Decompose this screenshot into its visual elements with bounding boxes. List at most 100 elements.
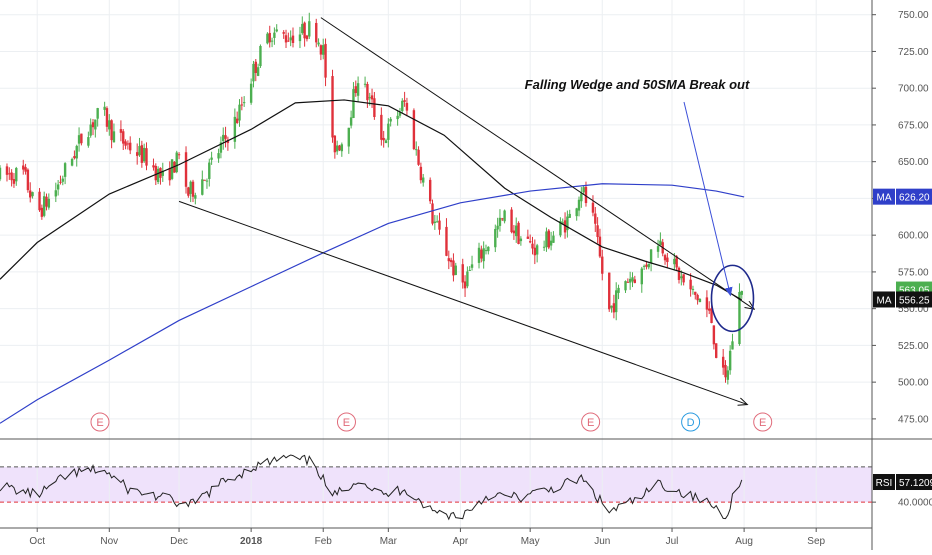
candle bbox=[42, 191, 46, 218]
candle-body bbox=[656, 246, 660, 252]
candle bbox=[222, 127, 225, 150]
candle-body bbox=[608, 272, 611, 310]
candle-body bbox=[189, 181, 192, 194]
candle-body bbox=[682, 274, 685, 283]
candle-body bbox=[235, 118, 239, 123]
rsi-badge-tag-label: RSI bbox=[876, 478, 893, 489]
candle-body bbox=[696, 294, 699, 301]
candle bbox=[387, 118, 390, 148]
candle-body bbox=[87, 137, 90, 146]
price-tick-label: 600.00 bbox=[898, 231, 929, 242]
candle-body bbox=[305, 35, 309, 40]
time-tick-label: May bbox=[521, 536, 540, 547]
candle-body bbox=[533, 247, 537, 256]
candle-body bbox=[552, 235, 555, 243]
candle-body bbox=[324, 43, 327, 78]
candle-body bbox=[663, 255, 667, 261]
candle-body bbox=[273, 32, 276, 38]
candle bbox=[319, 44, 323, 61]
candle-body bbox=[577, 199, 581, 211]
candle bbox=[15, 166, 18, 186]
candle-body bbox=[477, 247, 481, 263]
candle-body bbox=[438, 220, 441, 230]
candle-body bbox=[454, 265, 457, 275]
candle-body bbox=[201, 179, 204, 195]
candle bbox=[205, 178, 209, 189]
candle-body bbox=[447, 258, 450, 262]
candle-body bbox=[154, 165, 157, 181]
candle-body bbox=[129, 142, 132, 151]
candle-body bbox=[389, 118, 392, 122]
annotation-pointer bbox=[683, 101, 733, 297]
candle-body bbox=[373, 98, 376, 118]
candle bbox=[682, 274, 685, 286]
rsi-badge-value-box bbox=[896, 474, 932, 491]
candle-body bbox=[675, 256, 678, 268]
candle-body bbox=[322, 45, 325, 55]
candle bbox=[598, 228, 602, 259]
candle-body bbox=[240, 104, 244, 106]
candle bbox=[40, 204, 44, 220]
candle bbox=[122, 129, 125, 151]
candle-body bbox=[291, 35, 295, 43]
candle bbox=[510, 207, 513, 234]
candle bbox=[412, 108, 416, 151]
candle-body bbox=[210, 157, 213, 160]
candle bbox=[105, 106, 109, 132]
event-marker-circle bbox=[681, 412, 701, 432]
candle-body bbox=[242, 102, 246, 104]
candle-body bbox=[73, 156, 76, 159]
candle bbox=[177, 152, 181, 160]
candle bbox=[615, 282, 618, 321]
candle bbox=[208, 158, 211, 187]
candle-body bbox=[26, 169, 30, 191]
candle-body bbox=[47, 198, 51, 208]
candle-body bbox=[721, 356, 725, 368]
candle-body bbox=[140, 145, 144, 163]
candle bbox=[91, 118, 95, 136]
candle-body bbox=[526, 236, 530, 239]
candle bbox=[238, 99, 241, 127]
candle bbox=[135, 143, 139, 165]
candle-body bbox=[91, 122, 95, 128]
candle bbox=[38, 188, 41, 212]
candle-body bbox=[647, 263, 650, 268]
candle bbox=[194, 192, 197, 205]
candle bbox=[601, 249, 604, 281]
candle-body bbox=[433, 221, 437, 224]
candle-body bbox=[70, 158, 74, 166]
candle bbox=[580, 187, 583, 208]
candle-body bbox=[559, 221, 562, 236]
candle bbox=[201, 170, 204, 196]
candle bbox=[291, 27, 295, 48]
candle-body bbox=[105, 108, 109, 127]
candle bbox=[640, 266, 643, 293]
candle-body bbox=[740, 290, 743, 295]
candle bbox=[103, 101, 106, 116]
candle bbox=[647, 263, 650, 270]
candle bbox=[289, 30, 292, 47]
candle-body bbox=[435, 221, 439, 223]
candle-body bbox=[547, 230, 550, 248]
candle-body bbox=[417, 149, 420, 165]
candle-body bbox=[452, 260, 455, 276]
candle-body bbox=[184, 152, 188, 187]
candle-body bbox=[422, 177, 425, 183]
candle-body bbox=[535, 245, 539, 255]
price-tick-label: 675.00 bbox=[898, 120, 929, 131]
candle bbox=[480, 245, 483, 263]
candle bbox=[242, 96, 246, 107]
candle bbox=[94, 119, 97, 138]
candle-body bbox=[617, 287, 620, 293]
candle bbox=[356, 76, 360, 103]
time-tick-label: Mar bbox=[380, 536, 398, 547]
candle bbox=[447, 250, 450, 270]
candle-body bbox=[680, 276, 683, 279]
candle-body bbox=[582, 187, 585, 193]
candle bbox=[224, 126, 227, 148]
ma50-badge-tag bbox=[873, 291, 895, 308]
candle-body bbox=[289, 37, 292, 41]
candle bbox=[317, 38, 320, 47]
